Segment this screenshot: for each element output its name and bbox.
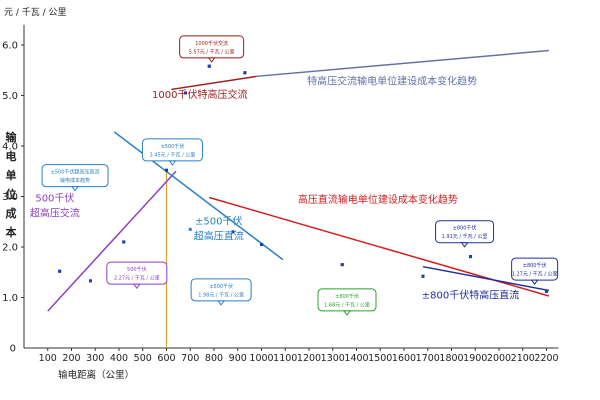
data-point bbox=[340, 263, 344, 267]
label-pm800-dc: ±800千伏特高压直流 bbox=[422, 289, 519, 302]
callout-pm500-198-pointer bbox=[217, 300, 226, 306]
callout-500-227-line2: 2.27元 / 千瓦 / 公里 bbox=[114, 275, 160, 282]
y-tick-label: 1.0 bbox=[2, 293, 18, 304]
x-tick-label: 1100 bbox=[273, 353, 297, 364]
label-hvdc-trend: 高压直流输电单位建设成本变化趋势 bbox=[298, 193, 458, 206]
data-point bbox=[545, 289, 548, 293]
label-500kv-ac-line2: 超高压交流 bbox=[30, 207, 80, 220]
callout-pm800-191-line2: 1.91元 / 千瓦 / 公里 bbox=[442, 233, 488, 240]
callout-pm800-168-pointer bbox=[343, 310, 351, 316]
label-pm500-dc-line2: 超高压直流 bbox=[194, 229, 244, 242]
x-tick-label: 2000 bbox=[487, 353, 511, 364]
callout-1000kv-line1: 1000千伏交流 bbox=[195, 40, 228, 47]
series-labels: 500千伏超高压交流±500千伏超高压直流1000千伏特高压交流特高压交流输电单… bbox=[30, 74, 519, 301]
callout-pm800-127-line2: 1.27元 / 千瓦 / 公里 bbox=[512, 271, 558, 278]
x-tick-label: 1600 bbox=[392, 353, 416, 364]
y-axis-label-char: 成 bbox=[6, 206, 17, 220]
y-axis-label-char: 单 bbox=[6, 168, 17, 182]
callout-500-227-line1: 500千伏 bbox=[127, 266, 147, 273]
y-axis-label-char: 位 bbox=[6, 187, 17, 201]
callout-pm500-trend-pointer bbox=[71, 186, 80, 192]
x-tick-label: 200 bbox=[62, 353, 80, 364]
data-point bbox=[260, 242, 263, 246]
callout-pm500-198-line1: ±500千伏 bbox=[209, 283, 233, 290]
x-tick-label: 1000 bbox=[249, 353, 273, 364]
data-point bbox=[207, 64, 211, 68]
x-tick-label: 1300 bbox=[321, 353, 345, 364]
x-tick-label: 400 bbox=[110, 353, 128, 364]
callout-pm800-127-pointer bbox=[530, 279, 539, 285]
data-point bbox=[231, 230, 235, 234]
label-uhvac-trend: 特高压交流输电单位建设成本变化趋势 bbox=[307, 74, 477, 87]
x-tick-label: 1400 bbox=[344, 353, 368, 364]
data-point bbox=[469, 255, 472, 259]
x-tick-label: 2200 bbox=[534, 353, 558, 364]
y-axis-label-char: 电 bbox=[6, 149, 17, 163]
data-point bbox=[165, 168, 168, 172]
origin-label: 0 bbox=[10, 344, 16, 355]
y-tick-label: 2.0 bbox=[2, 243, 18, 254]
x-tick-label: 500 bbox=[134, 353, 152, 364]
label-1000kv-ac: 1000千伏特高压交流 bbox=[152, 88, 247, 101]
y-tick-label: 4.0 bbox=[2, 142, 18, 153]
x-tick-label: 600 bbox=[157, 353, 175, 364]
x-axis-label: 输电距离（公里） bbox=[58, 369, 134, 381]
label-pm500-dc: ±500千伏 bbox=[195, 214, 242, 227]
trend-line bbox=[47, 170, 177, 312]
y-tick-label: 3.0 bbox=[2, 192, 18, 203]
callout-pm500-198-line2: 1.98元 / 千瓦 / 公里 bbox=[198, 291, 244, 298]
y-tick-label: 6.0 bbox=[2, 41, 18, 52]
trend-line bbox=[256, 49, 549, 78]
data-point bbox=[421, 274, 425, 278]
callout-pm500-345-pointer bbox=[168, 160, 177, 166]
callout-pm800-168-line2: 1.68元 / 千瓦 / 公里 bbox=[324, 301, 370, 308]
y-axis-label-char: 输 bbox=[6, 130, 18, 144]
trend-line bbox=[422, 265, 550, 292]
callout-500-227-pointer bbox=[132, 283, 141, 289]
x-tick-label: 700 bbox=[181, 353, 199, 364]
x-tick-label: 1700 bbox=[416, 353, 440, 364]
x-tick-label: 1900 bbox=[463, 353, 487, 364]
callout-pm800-191-line1: ±800千伏 bbox=[453, 225, 477, 232]
label-500kv-ac: 500千伏 bbox=[35, 192, 74, 205]
callout-pm500-trend-line2: 输电成本趋势 bbox=[60, 177, 90, 184]
x-tick-label: 800 bbox=[205, 353, 223, 364]
callout-pm800-191-pointer bbox=[460, 242, 469, 248]
x-tick-label: 1200 bbox=[297, 353, 321, 364]
data-point bbox=[89, 279, 92, 283]
callout-1000kv-line2: 5.57元 / 千瓦 / 公里 bbox=[189, 48, 235, 55]
callout-pm500-345-line2: 3.45元 / 千瓦 / 公里 bbox=[150, 151, 196, 158]
data-point bbox=[122, 240, 126, 244]
data-point bbox=[184, 91, 187, 95]
x-tick-label: 1500 bbox=[368, 353, 392, 364]
callout-1000kv-pointer bbox=[207, 57, 216, 63]
y-tick-label: 5.0 bbox=[2, 91, 18, 102]
data-point bbox=[58, 269, 62, 273]
trend-line bbox=[171, 75, 257, 91]
callout-pm800-127-line1: ±800千伏 bbox=[523, 262, 547, 269]
y-axis-label-char: 本 bbox=[6, 225, 17, 239]
x-tick-label: 1800 bbox=[439, 353, 463, 364]
data-points bbox=[58, 64, 548, 293]
callout-pm500-trend-line1: ±500千伏超高压直流 bbox=[51, 169, 100, 176]
data-point bbox=[243, 71, 247, 75]
x-tick-label: 900 bbox=[229, 353, 247, 364]
data-point bbox=[188, 227, 192, 231]
x-tick-label: 2100 bbox=[511, 353, 535, 364]
y-unit-label: 元 / 千瓦 / 公里 bbox=[4, 7, 67, 18]
callout-pm500-345-line1: ±500千伏 bbox=[161, 143, 185, 150]
x-tick-label: 100 bbox=[39, 353, 57, 364]
x-tick-label: 300 bbox=[86, 353, 104, 364]
axes: 元 / 千瓦 / 公里 1.0 2.0 3.0 4.0 5.0 6.0 0 100 200 300 4… bbox=[2, 7, 559, 381]
callout-pm800-168-line1: ±800千伏 bbox=[335, 293, 359, 300]
